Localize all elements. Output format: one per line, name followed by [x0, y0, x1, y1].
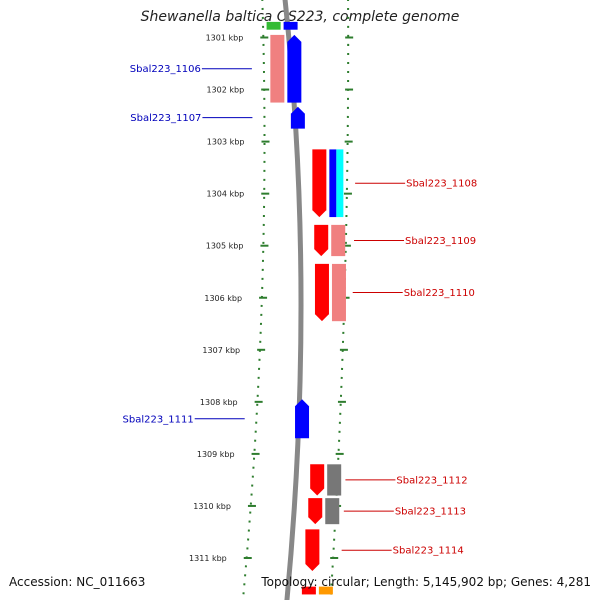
- ruler-dotted-left: [241, 0, 266, 600]
- gene-1108-function-bar[interactable]: [329, 149, 337, 218]
- map-title: Shewanella baltica OS223, complete genom…: [140, 9, 460, 25]
- gene-label-1112[interactable]: Sbal223_1112: [396, 475, 467, 486]
- kbp-tick-label: 1304 kbp: [207, 190, 245, 199]
- kbp-tick-label: 1301 kbp: [206, 34, 244, 43]
- genome-summary: Topology: circular; Length: 5,145,902 bp…: [261, 575, 591, 589]
- partial-bottom-orange[interactable]: [318, 586, 333, 595]
- gene-1109-function-bar[interactable]: [331, 224, 346, 257]
- gene-label-1114[interactable]: Sbal223_1114: [393, 546, 464, 557]
- kbp-tick-label: 1302 kbp: [206, 86, 244, 95]
- kbp-tick-label: 1310 kbp: [193, 502, 231, 511]
- kbp-tick-label: 1305 kbp: [206, 242, 244, 251]
- gene-label-1106[interactable]: Sbal223_1106: [130, 64, 201, 75]
- gene-1107-arrow[interactable]: [290, 106, 305, 129]
- gene-1108-function-bar[interactable]: [336, 149, 344, 218]
- kbp-tick-label: 1308 kbp: [200, 398, 238, 407]
- gene-features: [266, 21, 346, 595]
- partial-top-blue[interactable]: [283, 21, 298, 30]
- kbp-tick-label: 1303 kbp: [207, 138, 245, 147]
- gene-1112-function-bar[interactable]: [327, 464, 342, 496]
- gene-1111-arrow[interactable]: [295, 399, 310, 439]
- partial-top-green[interactable]: [266, 21, 281, 30]
- partial-bottom-red[interactable]: [301, 586, 316, 595]
- gene-1114-arrow[interactable]: [305, 529, 320, 572]
- gene-label-1109[interactable]: Sbal223_1109: [405, 236, 476, 247]
- gene-label-1108[interactable]: Sbal223_1108: [406, 179, 477, 190]
- gene-label-1110[interactable]: Sbal223_1110: [404, 288, 475, 299]
- kbp-tick-label: 1307 kbp: [202, 346, 240, 355]
- gene-label-1111[interactable]: Sbal223_1111: [123, 414, 194, 425]
- gene-1112-arrow[interactable]: [310, 464, 325, 496]
- gene-1106-arrow[interactable]: [287, 34, 302, 103]
- gene-1113-arrow[interactable]: [308, 498, 323, 525]
- kbp-ruler: 1301 kbp 1302 kbp 1303 kbp 1304 kbp 1305 kbp…: [189, 34, 354, 563]
- gene-1110-arrow[interactable]: [314, 263, 329, 322]
- gene-1110-function-bar[interactable]: [331, 263, 346, 322]
- gene-labels: Sbal223_1106 Sbal223_1107 Sbal223_1108 Sbal…: [123, 64, 478, 556]
- gene-1109-arrow[interactable]: [314, 224, 329, 257]
- gene-label-1113[interactable]: Sbal223_1113: [395, 507, 466, 518]
- gene-1108-arrow[interactable]: [312, 149, 327, 218]
- gene-1106-function-bar[interactable]: [270, 34, 285, 103]
- gene-label-1107[interactable]: Sbal223_1107: [130, 113, 201, 124]
- kbp-tick-label: 1306 kbp: [204, 294, 242, 303]
- accession-label: Accession: NC_011663: [9, 575, 146, 589]
- kbp-tick-label: 1311 kbp: [189, 554, 227, 563]
- gene-1113-function-bar[interactable]: [325, 498, 340, 525]
- kbp-tick-label: 1309 kbp: [197, 450, 235, 459]
